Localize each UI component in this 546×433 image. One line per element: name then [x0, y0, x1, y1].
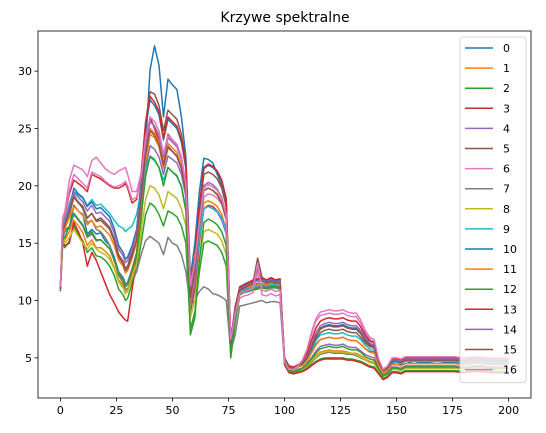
series-line-2 [59, 202, 509, 380]
x-tick-label: 200 [498, 404, 519, 417]
legend-label-7: 7 [503, 183, 510, 196]
y-tick-label: 25 [18, 122, 32, 135]
legend-label-1: 1 [503, 62, 510, 75]
series-line-3 [59, 116, 509, 381]
legend-label-11: 11 [503, 263, 517, 276]
x-tick-label: 0 [57, 404, 64, 417]
x-tick-label: 175 [442, 404, 463, 417]
legend-label-15: 15 [503, 344, 517, 357]
legend-label-8: 8 [503, 203, 510, 216]
y-tick-label: 20 [18, 180, 32, 193]
x-tick-label: 100 [274, 404, 295, 417]
x-tick-label: 50 [165, 404, 179, 417]
legend-box [459, 36, 527, 384]
legend-label-6: 6 [503, 163, 510, 176]
legend-label-9: 9 [503, 223, 510, 236]
series-line-15 [59, 130, 509, 372]
legend-label-12: 12 [503, 283, 517, 296]
series-line-1 [59, 133, 509, 376]
x-tick-label: 125 [330, 404, 351, 417]
legend-label-13: 13 [503, 303, 517, 316]
x-tick-label: 75 [221, 404, 235, 417]
series-line-12 [59, 155, 509, 377]
y-tick-label: 15 [18, 237, 32, 250]
legend-label-4: 4 [503, 122, 510, 135]
x-tick-label: 150 [386, 404, 407, 417]
series-line-13 [59, 95, 509, 371]
legend-label-0: 0 [503, 42, 510, 55]
legend-label-5: 5 [503, 143, 510, 156]
series-line-9 [59, 156, 509, 373]
series-line-11 [59, 127, 509, 374]
chart-title: Krzywe spektralne [220, 10, 349, 26]
series-line-16 [59, 116, 509, 371]
legend-label-2: 2 [503, 82, 510, 95]
legend-label-10: 10 [503, 243, 517, 256]
series-line-10 [59, 99, 509, 372]
series-line-6 [59, 127, 509, 372]
y-tick-label: 30 [18, 65, 32, 78]
x-tick-label: 25 [109, 404, 123, 417]
y-tick-label: 10 [18, 295, 32, 308]
series-line-14 [59, 120, 509, 372]
legend-label-16: 16 [503, 364, 517, 377]
legend-label-3: 3 [503, 102, 510, 115]
series-line-0 [59, 45, 509, 373]
plot-frame [37, 30, 532, 399]
legend-label-14: 14 [503, 323, 517, 336]
series-line-5 [59, 91, 509, 372]
y-tick-label: 5 [25, 352, 32, 365]
